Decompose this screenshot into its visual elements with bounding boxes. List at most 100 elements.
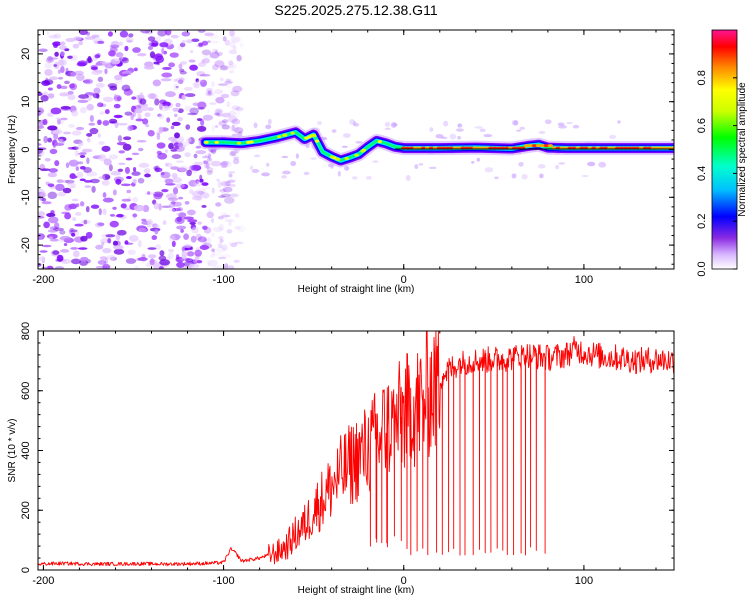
noise-blob (137, 147, 144, 152)
noise-blob (224, 218, 235, 223)
noise-blob (118, 150, 126, 154)
noise-blob (157, 113, 163, 118)
noise-blob (352, 120, 357, 126)
noise-blob (251, 169, 260, 174)
noise-blob (38, 143, 42, 146)
noise-blob (85, 205, 90, 213)
noise-blob (231, 133, 239, 137)
noise-blob (195, 179, 200, 184)
noise-blob (202, 225, 208, 230)
noise-blob (261, 172, 270, 177)
noise-blob (120, 203, 127, 209)
noise-blob (88, 122, 96, 126)
noise-blob (153, 193, 163, 200)
noise-blob (170, 201, 176, 205)
noise-blob (72, 216, 77, 222)
noise-blob (228, 70, 235, 74)
noise-blob (212, 226, 224, 232)
noise-blob (53, 33, 62, 39)
noise-blob (212, 92, 218, 99)
noise-blob (179, 61, 187, 65)
noise-blob (77, 161, 84, 165)
noise-blob (230, 242, 238, 248)
x-tick-label: 0 (401, 274, 407, 286)
noise-blob (137, 113, 142, 121)
noise-blob (46, 31, 50, 36)
noise-blob (184, 152, 191, 158)
x-ticks: -200 -100 0 100 (32, 331, 657, 587)
noise-blob (75, 203, 80, 207)
noise-blob (205, 173, 210, 177)
noise-blob (64, 204, 73, 211)
noise-blob (219, 239, 224, 243)
noise-blob (133, 204, 145, 212)
noise-blob (207, 209, 212, 213)
noise-blob (191, 169, 198, 174)
noise-blob (220, 193, 231, 198)
noise-blob (195, 150, 207, 155)
noise-blob (193, 81, 200, 89)
noise-blob (228, 110, 237, 117)
noise-blob (330, 165, 334, 169)
noise-blob (142, 105, 149, 111)
noise-blob (128, 33, 134, 38)
noise-blob (196, 125, 207, 132)
noise-blob (102, 208, 107, 216)
ridge-hot-spot (335, 157, 341, 161)
x-tick-label: -200 (32, 575, 54, 587)
noise-blob (159, 103, 163, 110)
noise-blob (58, 59, 65, 66)
noise-blob (154, 228, 159, 235)
noise-blob (38, 92, 43, 96)
noise-blob (152, 223, 158, 228)
noise-blob (229, 30, 235, 37)
noise-blob (173, 113, 178, 118)
noise-blob (52, 128, 63, 135)
noise-blob (189, 221, 196, 225)
noise-blob (60, 249, 70, 253)
noise-blob (49, 238, 59, 242)
noise-blob (116, 96, 122, 102)
noise-blob (81, 148, 93, 153)
noise-blob (224, 180, 231, 187)
noise-blob (221, 214, 231, 218)
noise-blob (38, 211, 46, 217)
noise-blob (41, 197, 47, 202)
y-tick-label: 800 (20, 322, 32, 340)
noise-blob (156, 56, 164, 62)
noise-blob (98, 155, 107, 162)
noise-blob (230, 36, 241, 43)
noise-blob (75, 126, 85, 131)
noise-blob (48, 168, 58, 173)
noise-blob (121, 57, 130, 64)
noise-blob (341, 145, 348, 148)
noise-blob (41, 201, 52, 205)
ridge-hot-spot (214, 140, 219, 144)
noise-blob (71, 146, 79, 150)
noise-blob (176, 212, 180, 216)
noise-blob (86, 137, 91, 143)
noise-blob (71, 198, 79, 202)
noise-blob (83, 78, 94, 85)
noise-blob (71, 110, 79, 117)
colorbar-tick-label: 0.6 (696, 118, 708, 133)
noise-blob (131, 96, 137, 100)
noise-blob (109, 85, 118, 91)
noise-blob (118, 57, 128, 62)
noise-blob (200, 119, 205, 126)
ridge-hot-spot (277, 135, 282, 139)
noise-blob (214, 112, 220, 116)
snr-panel: -200 -100 0 100 0 200 400 600 800 Height of strai… (7, 322, 675, 596)
noise-blob (211, 81, 215, 88)
noise-blob (55, 183, 65, 192)
noise-blob (47, 137, 53, 143)
noise-blob (142, 204, 150, 213)
y-ticks: -20 -10 0 10 20 (20, 34, 674, 265)
noise-blob (207, 90, 212, 96)
noise-blob (175, 102, 181, 108)
ridge-hot-spot (539, 144, 546, 148)
x-tick-label: 100 (575, 575, 593, 587)
noise-blob (80, 235, 88, 242)
noise-blob (39, 191, 47, 197)
noise-blob (189, 189, 194, 194)
